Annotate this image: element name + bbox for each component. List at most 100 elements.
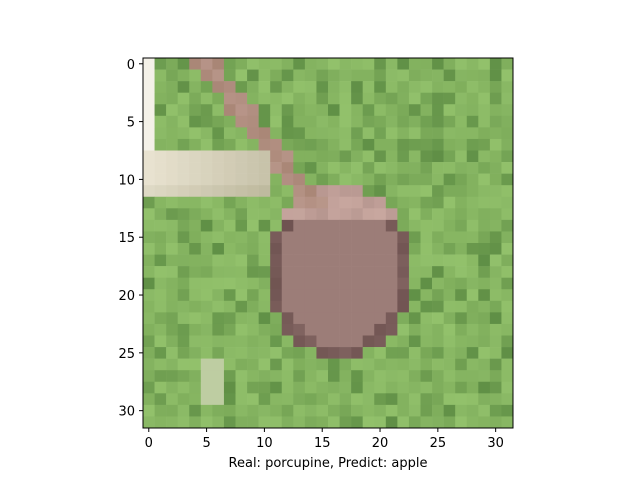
image-pixel bbox=[189, 370, 202, 383]
image-pixel bbox=[281, 231, 294, 244]
image-pixel bbox=[143, 208, 155, 221]
image-pixel bbox=[432, 300, 444, 313]
x-tick-label: 0 bbox=[145, 436, 153, 451]
image-pixel bbox=[455, 347, 468, 359]
image-pixel bbox=[501, 347, 514, 359]
image-pixel bbox=[478, 81, 491, 93]
image-pixel bbox=[143, 162, 155, 174]
image-pixel bbox=[328, 277, 340, 290]
image-pixel bbox=[385, 185, 398, 198]
image-pixel bbox=[385, 335, 398, 348]
image-pixel bbox=[489, 208, 502, 221]
image-pixel bbox=[455, 231, 468, 244]
image-pixel bbox=[200, 115, 213, 128]
image-pixel bbox=[408, 69, 421, 82]
image-pixel bbox=[339, 243, 352, 255]
image-pixel bbox=[443, 92, 456, 105]
image-pixel bbox=[385, 81, 398, 93]
image-pixel bbox=[154, 219, 167, 232]
image-pixel bbox=[489, 358, 502, 371]
image-pixel bbox=[258, 254, 271, 267]
image-pixel bbox=[328, 312, 340, 325]
image-pixel bbox=[235, 254, 248, 267]
image-pixel bbox=[432, 347, 444, 359]
image-pixel bbox=[478, 127, 491, 140]
image-pixel bbox=[143, 173, 155, 186]
image-pixel bbox=[466, 104, 479, 117]
image-pixel bbox=[293, 115, 306, 128]
image-pixel bbox=[304, 173, 317, 186]
image-pixel bbox=[304, 115, 317, 128]
image-pixel bbox=[478, 404, 491, 417]
image-pixel bbox=[143, 358, 155, 371]
image-pixel bbox=[339, 277, 352, 290]
image-pixel bbox=[247, 185, 259, 198]
image-pixel bbox=[351, 277, 363, 290]
image-pixel bbox=[385, 69, 398, 82]
image-pixel bbox=[478, 381, 491, 394]
image-pixel bbox=[501, 277, 514, 290]
image-pixel bbox=[293, 416, 306, 429]
image-pixel bbox=[420, 173, 433, 186]
image-pixel bbox=[397, 58, 410, 70]
image-pixel bbox=[258, 404, 271, 417]
image-pixel bbox=[154, 381, 167, 394]
image-pixel bbox=[397, 335, 410, 348]
image-pixel bbox=[420, 231, 433, 244]
image-pixel bbox=[212, 254, 225, 267]
image-pixel bbox=[177, 173, 190, 186]
image-pixel bbox=[293, 254, 306, 267]
image-pixel bbox=[397, 323, 410, 336]
image-pixel bbox=[408, 266, 421, 278]
image-pixel bbox=[339, 381, 352, 394]
image-pixel bbox=[478, 58, 491, 70]
image-pixel bbox=[177, 404, 190, 417]
image-pixel bbox=[223, 335, 236, 348]
image-pixel bbox=[281, 243, 294, 255]
image-pixel bbox=[328, 416, 340, 429]
image-pixel bbox=[293, 358, 306, 371]
image-pixel bbox=[189, 185, 202, 198]
image-pixel bbox=[385, 312, 398, 325]
image-pixel bbox=[223, 162, 236, 174]
image-pixel bbox=[200, 381, 213, 394]
image-pixel bbox=[143, 243, 155, 255]
image-pixel bbox=[443, 266, 456, 278]
image-pixel bbox=[420, 243, 433, 255]
image-pixel bbox=[339, 358, 352, 371]
image-pixel bbox=[316, 404, 329, 417]
image-pixel bbox=[143, 335, 155, 348]
image-pixel bbox=[247, 335, 259, 348]
image-pixel bbox=[177, 416, 190, 429]
image-pixel bbox=[177, 277, 190, 290]
image-pixel bbox=[281, 266, 294, 278]
image-pixel bbox=[177, 81, 190, 93]
image-pixel bbox=[258, 393, 271, 406]
image-pixel bbox=[489, 219, 502, 232]
image-pixel bbox=[154, 127, 167, 140]
image-pixel bbox=[466, 347, 479, 359]
image-pixel bbox=[223, 127, 236, 140]
image-pixel bbox=[258, 416, 271, 429]
image-pixel bbox=[189, 150, 202, 163]
image-pixel bbox=[212, 300, 225, 313]
image-pixel bbox=[420, 127, 433, 140]
image-pixel bbox=[212, 58, 225, 70]
image-pixel bbox=[304, 69, 317, 82]
image-pixel bbox=[478, 254, 491, 267]
image-pixel bbox=[212, 277, 225, 290]
image-pixel bbox=[351, 58, 363, 70]
image-pixel bbox=[408, 312, 421, 325]
image-pixel bbox=[443, 381, 456, 394]
image-pixel bbox=[316, 335, 329, 348]
image-pixel bbox=[247, 127, 259, 140]
image-pixel bbox=[432, 81, 444, 93]
image-pixel bbox=[432, 243, 444, 255]
image-pixel bbox=[374, 370, 387, 383]
image-pixel bbox=[270, 312, 283, 325]
image-pixel bbox=[200, 69, 213, 82]
image-pixel bbox=[455, 127, 468, 140]
image-pixel bbox=[408, 104, 421, 117]
image-pixel bbox=[374, 323, 387, 336]
image-pixel bbox=[339, 404, 352, 417]
